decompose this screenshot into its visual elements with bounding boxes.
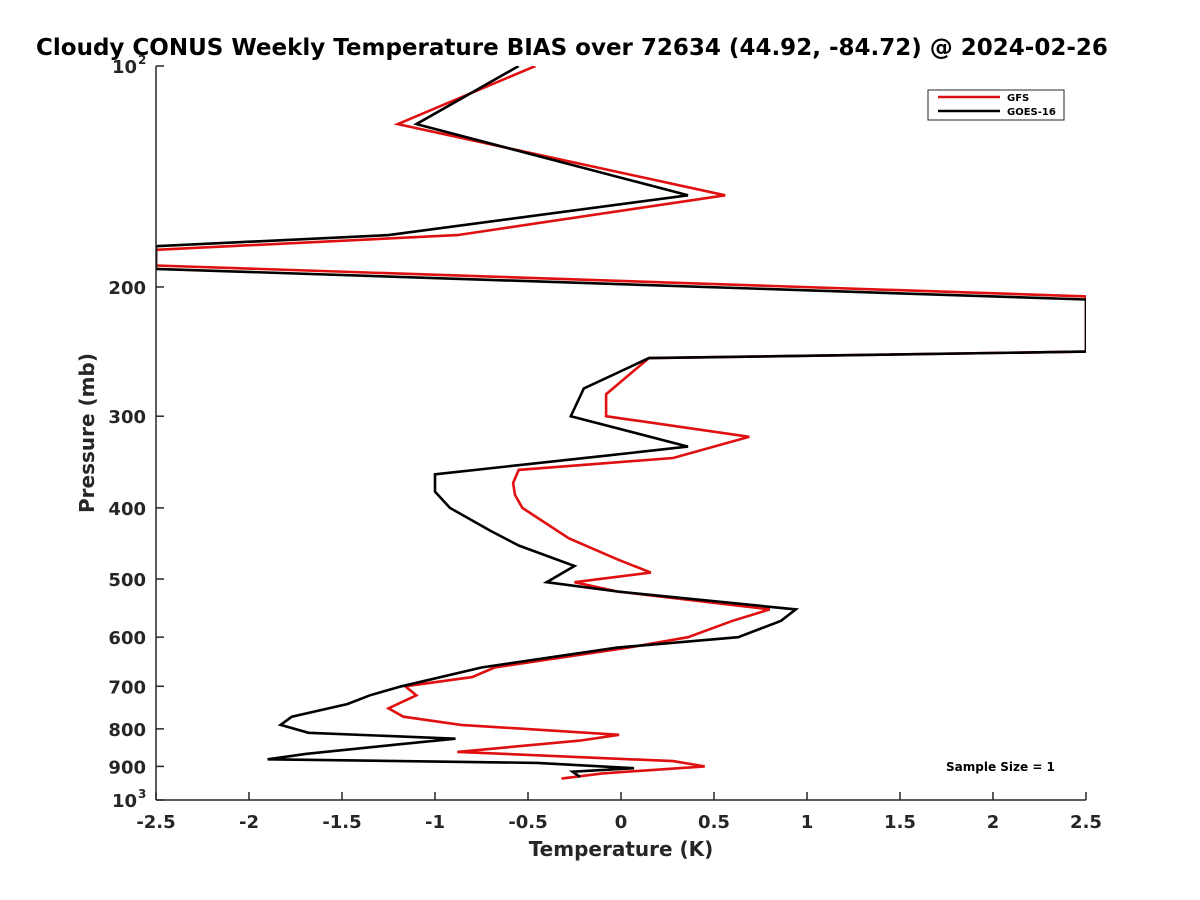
y-axis-label: Pressure (mb) [75, 353, 99, 513]
legend-box [927, 89, 1065, 121]
y-tick-label: 10 [112, 791, 137, 812]
legend-label-goes-16: GOES-16 [1007, 107, 1056, 118]
x-tick-label: 2 [987, 812, 1000, 833]
x-tick-label: 1.5 [884, 812, 916, 833]
legend: GFS GOES-16 [927, 89, 1065, 121]
x-tick-label: -1 [425, 812, 445, 833]
y-tick-label: 200 [108, 278, 146, 299]
x-tick-label: 1 [801, 812, 814, 833]
legend-label-gfs: GFS [1007, 93, 1029, 104]
x-ticks: -2.5 -2 -1.5 -1 -0.5 0 0.5 1 1.5 2 2.5 [136, 792, 1102, 833]
x-tick-label: -2 [239, 812, 259, 833]
y-tick-label: 600 [108, 628, 146, 649]
y-tick-label: 400 [108, 499, 146, 520]
x-tick-label: -0.5 [508, 812, 547, 833]
x-tick-label: 0.5 [698, 812, 730, 833]
y-tick-label: 800 [108, 720, 146, 741]
y-tick-label: 10 [112, 57, 137, 78]
x-tick-label: 0 [615, 812, 628, 833]
x-tick-label: -1.5 [322, 812, 361, 833]
y-tick-label: 500 [108, 570, 146, 591]
x-tick-label: -2.5 [136, 812, 175, 833]
y-tick-label: 300 [108, 407, 146, 428]
series-line-goes-16 [156, 66, 1086, 778]
sample-size-annotation: Sample Size = 1 [946, 760, 1055, 774]
chart-title: Cloudy CONUS Weekly Temperature BIAS ove… [36, 35, 1108, 61]
series-line-gfs [156, 66, 1086, 780]
y-tick-label: 700 [108, 677, 146, 698]
y-tick-label: 900 [108, 757, 146, 778]
y-tick-exponent: 2 [138, 53, 146, 67]
y-tick-exponent: 3 [138, 787, 146, 801]
series-layer [156, 66, 1086, 780]
x-tick-label: 2.5 [1070, 812, 1102, 833]
x-axis-label: Temperature (K) [529, 837, 714, 861]
